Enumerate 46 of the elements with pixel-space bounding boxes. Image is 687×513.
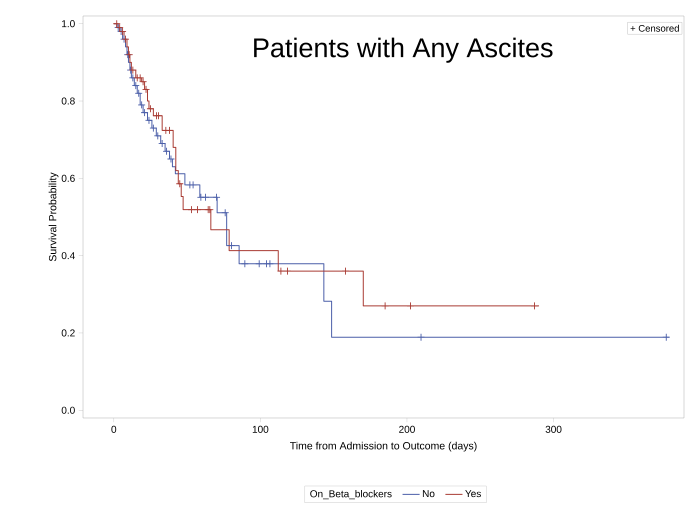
point xyxy=(662,333,670,342)
annotation: + Censored xyxy=(630,24,679,32)
x-tick-label: 100 xyxy=(252,426,268,433)
point xyxy=(167,155,175,163)
x-tick-label: 0 xyxy=(111,426,116,433)
y-tick-label: 0.2 xyxy=(62,329,75,336)
point xyxy=(176,180,184,188)
y-tick-label: 1.0 xyxy=(62,20,75,28)
x-axis-title: Time from Admission to Outcome (days) xyxy=(290,442,477,452)
point xyxy=(196,193,205,202)
point xyxy=(240,260,249,268)
point xyxy=(134,89,143,98)
x-tick-label: 300 xyxy=(546,426,562,433)
point xyxy=(212,193,220,202)
point xyxy=(149,124,158,132)
point xyxy=(381,302,390,310)
point xyxy=(221,208,230,217)
point xyxy=(145,116,153,124)
point xyxy=(136,74,144,82)
point xyxy=(417,333,425,342)
point xyxy=(162,147,171,156)
y-tick-label: 0.8 xyxy=(62,97,75,105)
legend-label: No xyxy=(422,490,434,498)
point xyxy=(132,82,140,90)
y-axis-title: Survival Probability xyxy=(48,172,58,262)
y-tick-label: 0.0 xyxy=(62,406,75,414)
point xyxy=(140,108,149,117)
point xyxy=(146,104,154,113)
point xyxy=(228,242,236,250)
point xyxy=(152,112,160,120)
point xyxy=(142,85,150,94)
point xyxy=(255,260,264,268)
point xyxy=(154,132,162,140)
point xyxy=(154,112,162,120)
y-tick-label: 0.4 xyxy=(62,252,75,260)
point xyxy=(202,193,210,202)
text: Patients with Any Ascites xyxy=(254,38,553,63)
legend-title: On_Beta_blockers xyxy=(310,490,392,500)
legend-label: Yes xyxy=(465,490,481,498)
point xyxy=(188,206,196,214)
point xyxy=(138,100,146,109)
point xyxy=(158,140,166,148)
point xyxy=(194,206,202,214)
y-tick-label: 0.6 xyxy=(62,174,75,182)
point xyxy=(276,267,285,276)
x-tick-label: 200 xyxy=(399,426,415,433)
